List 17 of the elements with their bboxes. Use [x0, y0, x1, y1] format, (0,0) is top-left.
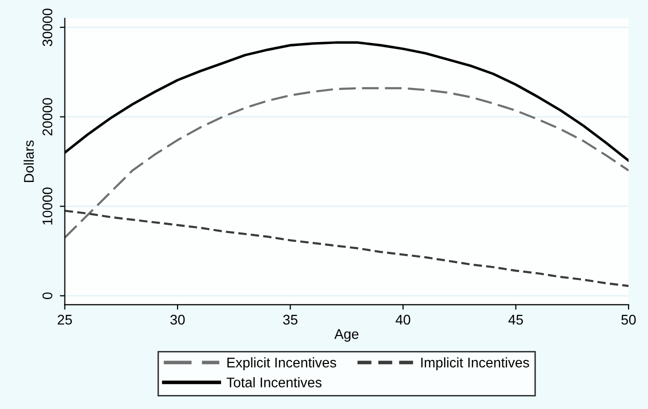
y-axis-title: Dollars [24, 140, 34, 182]
y-tick-label: 20000 [42, 98, 52, 136]
line-series [64, 210, 629, 287]
legend-label: Explicit Incentives [227, 357, 336, 370]
x-tick-label: 25 [58, 314, 72, 325]
x-tick-label: 50 [621, 314, 636, 325]
x-tick-label: 30 [170, 314, 185, 325]
x-tick-label: 35 [283, 314, 298, 325]
x-tick-label: 45 [508, 314, 523, 325]
line-series [64, 87, 629, 239]
y-tick-label: 0 [42, 292, 52, 300]
x-tick-label: 40 [396, 314, 410, 325]
legend-label: Total Incentives [226, 377, 322, 388]
x-axis-title: Age [334, 329, 358, 342]
legend-label: Implicit Incentives [421, 357, 530, 370]
y-tick-label: 10000 [42, 188, 52, 225]
y-tick-label: 30000 [42, 8, 52, 46]
